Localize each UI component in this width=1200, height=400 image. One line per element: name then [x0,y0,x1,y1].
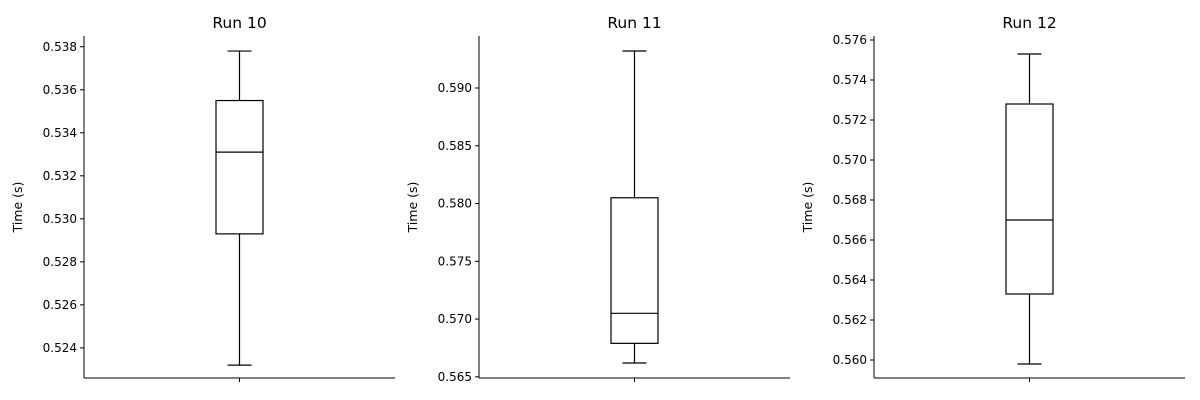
y-tick-label: 0.528 [43,255,77,269]
y-tick-label: 0.526 [43,298,77,312]
box-iqr [215,99,264,235]
y-axis-label: Time (s) [405,182,420,234]
y-tick-label: 0.564 [833,273,867,287]
y-tick-label: 0.572 [833,113,867,127]
box-plot-panel-3: Run 12 0.560 0.562 0.564 0.566 0.568 0.570 0.57… [800,14,1185,382]
y-tick-label: 0.570 [833,153,867,167]
chart-title: Run 11 [607,14,661,32]
y-tick-label: 0.538 [43,40,77,54]
y-tick-label: 0.560 [833,353,867,367]
y-tick-label: 0.590 [438,81,472,95]
box-plot-panel-1: Run 10 0.524 0.526 0.528 0.530 0.532 0.534 0.53… [10,14,395,382]
chart-title: Run 10 [212,14,266,32]
y-tick-label: 0.530 [43,212,77,226]
y-tick-label: 0.574 [833,73,867,87]
box-iqr [1005,103,1054,295]
y-tick-label: 0.562 [833,313,867,327]
y-tick-label: 0.534 [43,126,77,140]
y-tick-label: 0.575 [438,254,472,268]
y-tick-label: 0.570 [438,312,472,326]
y-tick-label: 0.565 [438,370,472,384]
y-axis-label: Time (s) [10,182,25,234]
box-iqr [610,197,659,344]
y-tick-label: 0.566 [833,233,867,247]
y-tick-label: 0.568 [833,193,867,207]
chart-title: Run 12 [1002,14,1056,32]
box-plot-panel-2: Run 11 0.565 0.570 0.575 0.580 0.585 0.590 Time… [405,14,790,384]
y-tick-label: 0.576 [833,33,867,47]
y-tick-label: 0.536 [43,83,77,97]
y-tick-label: 0.580 [438,197,472,211]
y-tick-label: 0.532 [43,169,77,183]
y-tick-label: 0.585 [438,139,472,153]
y-tick-label: 0.524 [43,341,77,355]
y-axis-label: Time (s) [800,182,815,234]
